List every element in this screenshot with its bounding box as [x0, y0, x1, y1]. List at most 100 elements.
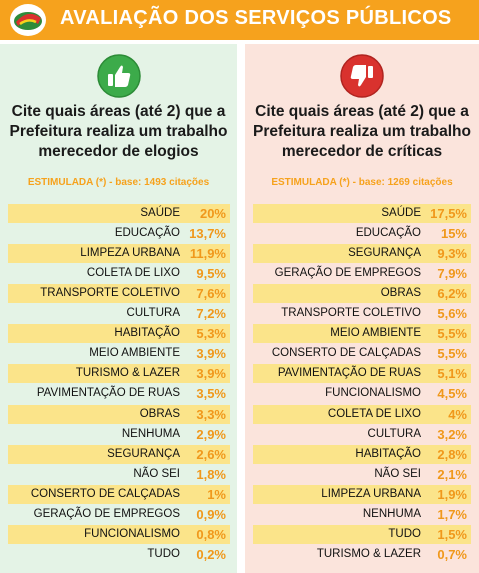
row-label: PAVIMENTAÇÃO DE RUAS: [277, 367, 421, 380]
header-bar: AVALIAÇÃO DOS SERVIÇOS PÚBLICOS: [0, 0, 479, 40]
criticism-question-line: merecedor de críticas: [281, 143, 443, 160]
row-value: 1%: [207, 486, 226, 502]
table-row: COLETA DE LIXO 4%: [253, 404, 471, 424]
row-label: COLETA DE LIXO: [327, 407, 421, 420]
praise-question-line: Prefeitura realiza um trabalho: [9, 123, 228, 140]
thumbs-up-icon: [96, 54, 141, 98]
row-label: NENHUMA: [121, 427, 180, 440]
row-label: TURISMO & LAZER: [316, 547, 421, 560]
row-label: SAÚDE: [140, 207, 180, 219]
table-row: FUNCIONALISMO 4,5%: [253, 384, 471, 403]
row-label: LIMPEZA URBANA: [80, 247, 180, 260]
table-row: HABITAÇÃO 2,8%: [253, 444, 471, 464]
row-label: GERAÇÃO DE EMPREGOS: [33, 507, 180, 520]
row-value: 5,6%: [437, 306, 467, 322]
row-label: LIMPEZA URBANA: [321, 487, 421, 500]
row-label: FUNCIONALISMO: [84, 527, 180, 540]
row-label: CULTURA: [126, 307, 180, 320]
row-value: 3,5%: [196, 386, 226, 402]
table-row: CONSERTO DE CALÇADAS 5,5%: [253, 344, 471, 363]
row-value: 0,8%: [196, 526, 226, 542]
praise-subtitle: ESTIMULADA (*) - base: 1493 citações: [27, 177, 210, 188]
table-row: TRANSPORTE COLETIVO 5,6%: [253, 304, 471, 323]
row-label: NÃO SEI: [374, 467, 421, 480]
row-label: SAÚDE: [381, 207, 421, 219]
table-row: GERAÇÃO DE EMPREGOS 0,9%: [8, 505, 230, 524]
row-label: TRANSPORTE COLETIVO: [40, 287, 180, 300]
row-value: 4%: [448, 406, 467, 422]
row-value: 17,5%: [430, 206, 467, 221]
row-value: 7,9%: [437, 266, 467, 282]
row-label: COLETA DE LIXO: [86, 267, 180, 280]
table-row: PAVIMENTAÇÃO DE RUAS 5,1%: [253, 364, 471, 384]
table-row: GERAÇÃO DE EMPREGOS 7,9%: [253, 264, 471, 283]
row-value: 3,9%: [196, 366, 226, 382]
row-label: NENHUMA: [362, 507, 421, 520]
row-label: CONSERTO DE CALÇADAS: [30, 487, 180, 500]
table-row: MEIO AMBIENTE 5,5%: [253, 324, 471, 344]
row-value: 0,2%: [196, 546, 226, 562]
table-row: COLETA DE LIXO 9,5%: [8, 264, 230, 283]
criticism-panel: Cite quais áreas (até 2) que a Prefeitur…: [245, 44, 479, 573]
table-row: TUDO 0,2%: [8, 545, 230, 564]
row-value: 5,5%: [437, 326, 467, 342]
row-value: 0,9%: [196, 506, 226, 522]
row-value: 7,2%: [196, 306, 226, 322]
thumbs-down-icon: [340, 54, 384, 98]
row-value: 9,5%: [196, 266, 226, 282]
row-value: 2,6%: [196, 446, 226, 462]
row-label: TUDO: [147, 547, 180, 560]
table-row: OBRAS 3,3%: [8, 404, 230, 424]
row-value: 4,5%: [437, 386, 467, 402]
row-value: 6,2%: [437, 286, 467, 302]
praise-question-line: Cite quais áreas (até 2) que a: [11, 103, 226, 120]
table-row: TUDO 1,5%: [253, 524, 471, 544]
criticism-question: Cite quais áreas (até 2) que a Prefeitur…: [245, 102, 479, 162]
table-row: HABITAÇÃO 5,3%: [8, 324, 230, 344]
table-row: MEIO AMBIENTE 3,9%: [8, 344, 230, 363]
table-row: NENHUMA 2,9%: [8, 425, 230, 444]
table-row: CULTURA 3,2%: [253, 425, 471, 444]
table-row: TURISMO & LAZER 0,7%: [253, 545, 471, 564]
row-label: SEGURANÇA: [107, 447, 180, 460]
table-row: OBRAS 6,2%: [253, 284, 471, 304]
row-value: 7,6%: [196, 286, 226, 302]
row-value: 9,3%: [437, 246, 467, 262]
criticism-subtitle: ESTIMULADA (*) - base: 1269 citações: [271, 177, 453, 188]
row-label: NÃO SEI: [133, 467, 180, 480]
table-row: NÃO SEI 1,8%: [8, 465, 230, 484]
row-label: TURISMO & LAZER: [75, 367, 180, 380]
row-label: CULTURA: [367, 427, 421, 440]
praise-question-line: merecedor de elogios: [38, 143, 199, 160]
row-label: CONSERTO DE CALÇADAS: [271, 347, 421, 360]
row-label: MEIO AMBIENTE: [89, 347, 180, 360]
page-title: AVALIAÇÃO DOS SERVIÇOS PÚBLICOS: [60, 7, 452, 29]
table-row: SEGURANÇA 2,6%: [8, 444, 230, 464]
row-value: 3,2%: [437, 426, 467, 442]
row-value: 1,9%: [437, 486, 467, 502]
row-value: 2,1%: [437, 466, 467, 482]
table-row: NENHUMA 1,7%: [253, 505, 471, 524]
row-label: SEGURANÇA: [348, 247, 421, 260]
table-row: EDUCAÇÃO 13,7%: [8, 224, 230, 243]
row-label: OBRAS: [139, 407, 180, 420]
table-row: TURISMO & LAZER 3,9%: [8, 364, 230, 384]
criticism-question-line: Prefeitura realiza um trabalho: [253, 123, 471, 140]
table-row: CONSERTO DE CALÇADAS 1%: [8, 484, 230, 504]
table-row: TRANSPORTE COLETIVO 7,6%: [8, 284, 230, 304]
row-value: 1,5%: [437, 526, 467, 542]
criticism-question-line: Cite quais áreas (até 2) que a: [255, 103, 469, 120]
row-value: 15%: [440, 226, 467, 242]
row-label: TRANSPORTE COLETIVO: [281, 307, 421, 320]
table-row: NÃO SEI 2,1%: [253, 465, 471, 484]
row-label: GERAÇÃO DE EMPREGOS: [274, 267, 421, 280]
row-value: 20%: [199, 206, 226, 221]
table-row: SAÚDE 20%: [8, 204, 230, 223]
table-row: LIMPEZA URBANA 1,9%: [253, 484, 471, 504]
praise-panel: Cite quais áreas (até 2) que a Prefeitur…: [0, 44, 237, 573]
row-value: 0,7%: [437, 546, 467, 562]
row-value: 1,8%: [196, 466, 226, 482]
row-value: 11,9%: [189, 246, 226, 262]
table-row: EDUCAÇÃO 15%: [253, 224, 471, 243]
row-value: 5,3%: [196, 326, 226, 342]
